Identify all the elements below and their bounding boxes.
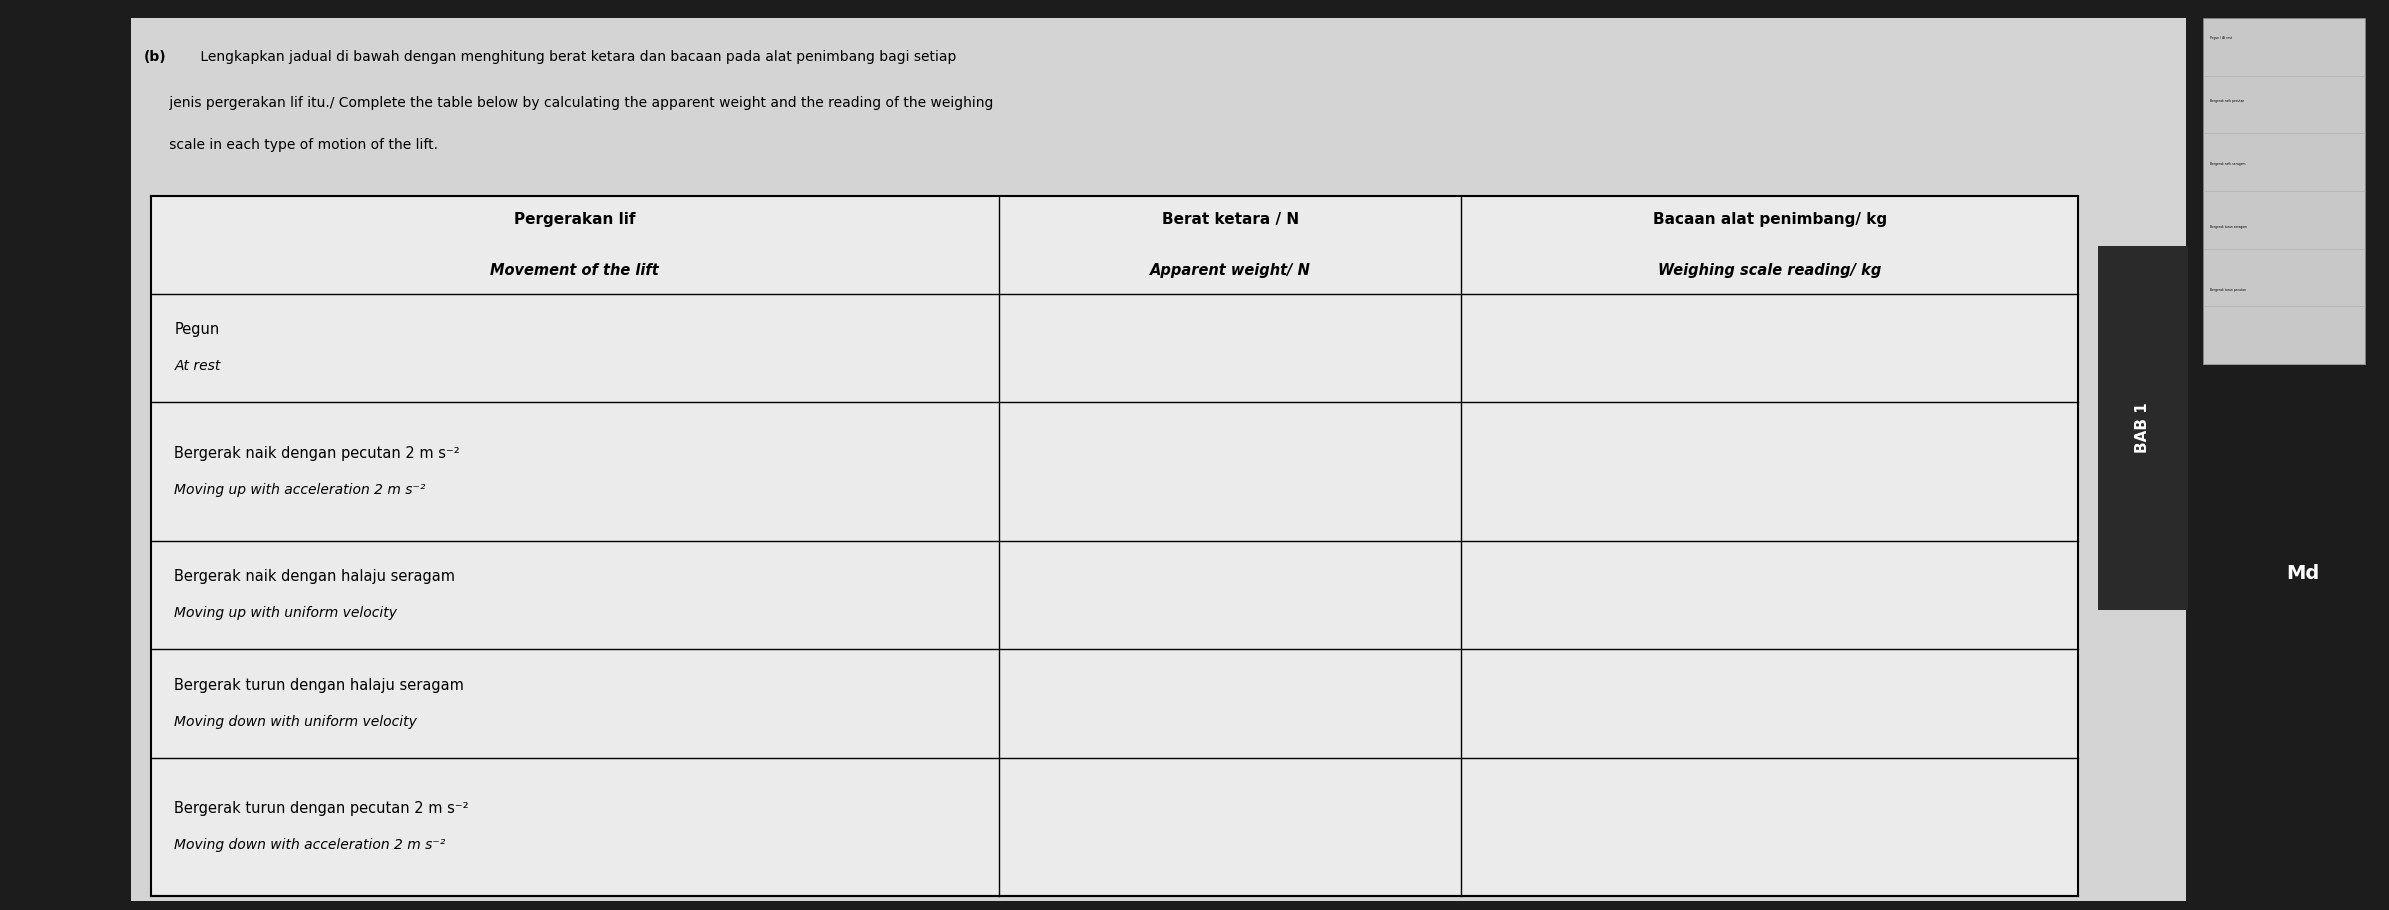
Text: Bergerak turun dengan pecutan 2 m s⁻²: Bergerak turun dengan pecutan 2 m s⁻² [174, 802, 468, 816]
Text: Bergerak naik seragam: Bergerak naik seragam [2210, 162, 2246, 167]
Text: Pegun / At rest: Pegun / At rest [2210, 36, 2231, 40]
Text: Moving down with uniform velocity: Moving down with uniform velocity [174, 715, 418, 729]
Text: Pergerakan lif: Pergerakan lif [514, 212, 635, 227]
FancyBboxPatch shape [2222, 382, 2384, 728]
FancyBboxPatch shape [2098, 246, 2188, 610]
Text: Md: Md [2286, 564, 2320, 582]
Text: Bacaan alat penimbang/ kg: Bacaan alat penimbang/ kg [1653, 212, 1887, 227]
FancyBboxPatch shape [2203, 18, 2365, 364]
Text: Lengkapkan jadual di bawah dengan menghitung berat ketara dan bacaan pada alat p: Lengkapkan jadual di bawah dengan menghi… [196, 50, 956, 64]
Text: (b): (b) [143, 50, 165, 64]
Text: At rest: At rest [174, 359, 220, 373]
Text: Apparent weight/ N: Apparent weight/ N [1149, 263, 1312, 278]
Text: scale in each type of motion of the lift.: scale in each type of motion of the lift… [143, 138, 437, 152]
FancyBboxPatch shape [131, 18, 2186, 901]
Text: Bergerak naik dengan pecutan 2 m s⁻²: Bergerak naik dengan pecutan 2 m s⁻² [174, 446, 461, 460]
Text: Bergerak turun pecutan: Bergerak turun pecutan [2210, 288, 2246, 292]
Text: Weighing scale reading/ kg: Weighing scale reading/ kg [1658, 263, 1883, 278]
Text: Bergerak naik pecutan: Bergerak naik pecutan [2210, 99, 2243, 103]
Text: Moving down with acceleration 2 m s⁻²: Moving down with acceleration 2 m s⁻² [174, 838, 447, 853]
Text: Movement of the lift: Movement of the lift [490, 263, 659, 278]
Text: jenis pergerakan lif itu./ Complete the table below by calculating the apparent : jenis pergerakan lif itu./ Complete the … [143, 96, 994, 109]
Text: Moving up with uniform velocity: Moving up with uniform velocity [174, 606, 397, 621]
FancyBboxPatch shape [151, 196, 2078, 896]
Text: Bergerak turun seragam: Bergerak turun seragam [2210, 225, 2248, 229]
Text: Moving up with acceleration 2 m s⁻²: Moving up with acceleration 2 m s⁻² [174, 483, 425, 497]
Text: Pegun: Pegun [174, 322, 220, 338]
Text: Bergerak turun dengan halaju seragam: Bergerak turun dengan halaju seragam [174, 678, 463, 693]
Text: Bergerak naik dengan halaju seragam: Bergerak naik dengan halaju seragam [174, 570, 456, 584]
Text: Berat ketara / N: Berat ketara / N [1161, 212, 1300, 227]
Text: BAB 1: BAB 1 [2136, 402, 2150, 453]
